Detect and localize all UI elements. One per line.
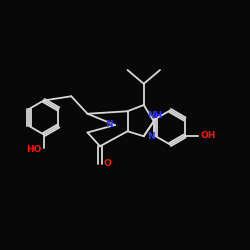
- Text: O: O: [103, 159, 111, 168]
- Text: NH: NH: [147, 111, 162, 120]
- Text: HO: HO: [26, 145, 42, 154]
- Text: N: N: [105, 120, 112, 129]
- Text: N: N: [147, 132, 154, 141]
- Text: OH: OH: [200, 132, 216, 140]
